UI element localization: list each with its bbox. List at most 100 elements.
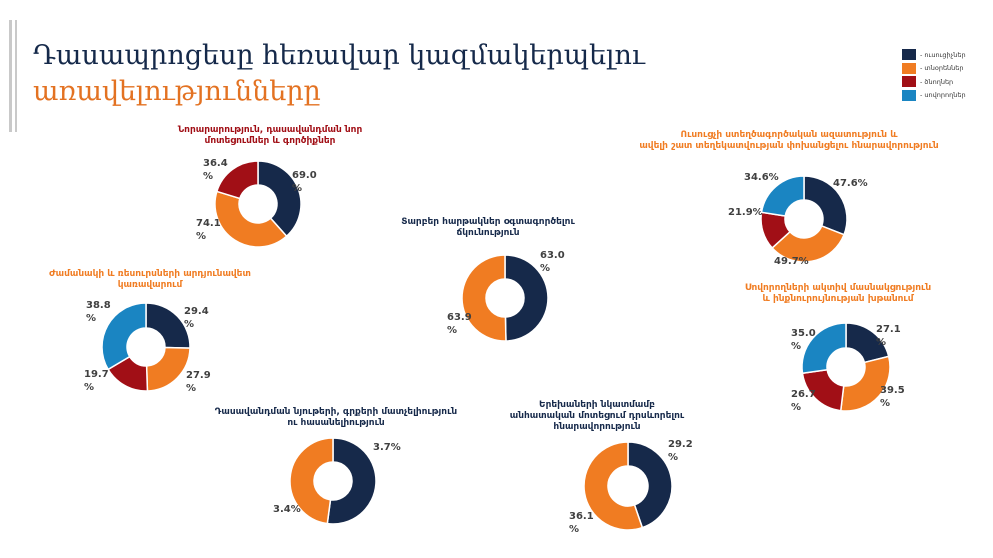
donut-chart-5: Երեխաների նկատմամբ անհատական մոտեցում դրս… <box>510 400 693 535</box>
data-label-students: 35.0% <box>791 328 816 352</box>
legend-item-parents: - ծնողներ <box>902 75 966 89</box>
page-title-line1: Դասապրոցեսը հեռավար կազմակերպելու <box>33 40 645 71</box>
legend-item-directors: - տնօրեններ <box>902 62 966 76</box>
data-label-line: 27.9 <box>186 370 211 381</box>
data-label-students: 38.8% <box>86 300 111 324</box>
slice-directors <box>214 190 288 248</box>
legend-item-teachers: - ուսուցիչներ <box>902 48 966 62</box>
data-label-line: % <box>447 325 457 336</box>
data-label-line: 36.1 <box>569 511 594 522</box>
data-label-line: % <box>184 319 194 330</box>
data-label-line: % <box>203 171 213 182</box>
data-label-line: 3.7% <box>373 442 401 453</box>
data-label-line: 39.5 <box>880 385 905 396</box>
data-label-line: 47.6% <box>833 178 868 189</box>
chart-title-line: և ինքնուրույնության խթանում <box>763 294 915 304</box>
data-label-directors: 74.1% <box>196 218 221 242</box>
data-label-line: % <box>569 524 579 535</box>
chart-title: Տարբեր հարթակներ օգտագործելու ճկունությու… <box>401 217 575 238</box>
data-label-line: 74.1 <box>196 218 221 229</box>
slice-students <box>760 175 805 217</box>
legend-swatch-parents <box>902 76 916 88</box>
data-label-teachers: 3.7% <box>373 442 401 453</box>
data-label-line: % <box>186 383 196 394</box>
data-label-line: 29.2 <box>668 439 693 450</box>
data-label-line: 36.4 <box>203 158 228 169</box>
data-label-directors: 27.9% <box>186 370 211 394</box>
slice-teachers <box>803 175 848 236</box>
chart-title-line: ու հասանելիություն <box>287 418 385 428</box>
legend-swatch-students <box>902 89 916 101</box>
data-label-parents: 36.4% <box>203 158 228 182</box>
chart-title-line: Սովորողների ակտիվ մասնակցություն <box>745 283 931 293</box>
data-label-line: 21.9% <box>728 207 763 218</box>
data-label-teachers: 27.1% <box>876 324 901 348</box>
legend-label-parents: - ծնողներ <box>920 77 954 86</box>
data-label-line: 34.6% <box>744 172 779 183</box>
donut-chart-1: Նորարարություն, դասավանդման նոր մոտեցումն… <box>178 125 363 248</box>
data-label-line: % <box>876 337 886 348</box>
chart-title-line: ճկունություն <box>457 228 520 238</box>
data-label-line: 3.4% <box>273 504 301 515</box>
chart-title-line: Երեխաների նկատմամբ <box>539 400 655 410</box>
chart-title: Սովորողների ակտիվ մասնակցություն և ինքնու… <box>745 283 931 304</box>
data-label-teachers: 29.2% <box>668 439 693 463</box>
slice-directors <box>461 254 507 342</box>
legend-label-teachers: - ուսուցիչներ <box>920 50 966 59</box>
donut-chart-7: Սովորողների ակտիվ մասնակցություն և ինքնու… <box>745 283 931 413</box>
legend: - ուսուցիչներ - տնօրեններ - ծնողներ - սո… <box>902 48 966 102</box>
slice-teachers <box>627 441 673 529</box>
donut-chart-6: Ուսուցչի ստեղծագործական ազատություն և ավե… <box>639 130 938 267</box>
data-label-line: % <box>791 402 801 413</box>
chart-title-line: ավելի շատ տեղեկատվության փոխանցելու հնար… <box>639 141 938 151</box>
data-label-teachers: 63.0% <box>540 250 565 274</box>
data-label-line: % <box>880 398 890 409</box>
data-label-directors: 3.4% <box>273 504 301 515</box>
chart-title: Ուսուցչի ստեղծագործական ազատություն և ավե… <box>639 130 938 151</box>
data-label-teachers: 69.0% <box>292 170 317 194</box>
slice-teachers <box>257 160 302 238</box>
slice-directors <box>583 441 644 531</box>
data-label-line: % <box>791 341 801 352</box>
chart-title-line: մոտեցումներ և գործիքներ <box>205 136 336 146</box>
legend-label-directors: - տնօրեններ <box>920 64 964 73</box>
data-label-line: % <box>196 231 206 242</box>
data-label-line: 38.8 <box>86 300 111 311</box>
data-label-line: % <box>292 183 302 194</box>
data-label-line: % <box>84 382 94 393</box>
slice-directors <box>839 355 891 412</box>
data-label-line: 35.0 <box>791 328 816 339</box>
decorative-bar-thin <box>15 20 17 132</box>
legend-item-students: - սովորողներ <box>902 89 966 103</box>
data-label-line: % <box>86 313 96 324</box>
chart-title-line: Նորարարություն, դասավանդման նոր <box>178 125 363 135</box>
chart-title: Ժամանակի և ռեսուրսների արդյունավետ կառավա… <box>49 269 251 290</box>
chart-title-line: Դասավանդման նյութերի, գրքերի մատչելիությ… <box>215 407 458 417</box>
data-label-parents: 26.7% <box>791 389 816 413</box>
slice-directors <box>145 346 191 392</box>
data-label-line: 19.7 <box>84 369 109 380</box>
slice-directors <box>289 437 334 525</box>
slice-teachers <box>504 254 549 342</box>
data-label-directors: 39.5% <box>880 385 905 409</box>
data-label-line: 63.9 <box>447 312 472 323</box>
data-label-directors: 36.1% <box>569 511 594 535</box>
chart-title-line: անհատական մոտեցում դրսևորելու <box>510 411 685 421</box>
data-label-line: 69.0 <box>292 170 317 181</box>
slice-directors <box>771 224 846 263</box>
decorative-bar <box>9 20 12 132</box>
slice-students <box>101 302 147 371</box>
data-label-line: 63.0 <box>540 250 565 261</box>
chart-title: Նորարարություն, դասավանդման նոր մոտեցումն… <box>178 125 363 146</box>
slice-students <box>801 322 847 375</box>
data-label-teachers: 47.6% <box>833 178 868 189</box>
page-title: Դասապրոցեսը հեռավար կազմակերպելու առավել… <box>33 38 645 110</box>
data-label-line: 29.4 <box>184 306 209 317</box>
chart-title: Դասավանդման նյութերի, գրքերի մատչելիությ… <box>215 407 458 428</box>
chart-title-line: Ժամանակի և ռեսուրսների արդյունավետ <box>49 269 251 279</box>
legend-swatch-teachers <box>902 49 916 61</box>
data-label-line: 49.7% <box>774 256 809 267</box>
slice-parents <box>215 160 259 200</box>
chart-title: Երեխաների նկատմամբ անհատական մոտեցում դրս… <box>510 400 685 432</box>
